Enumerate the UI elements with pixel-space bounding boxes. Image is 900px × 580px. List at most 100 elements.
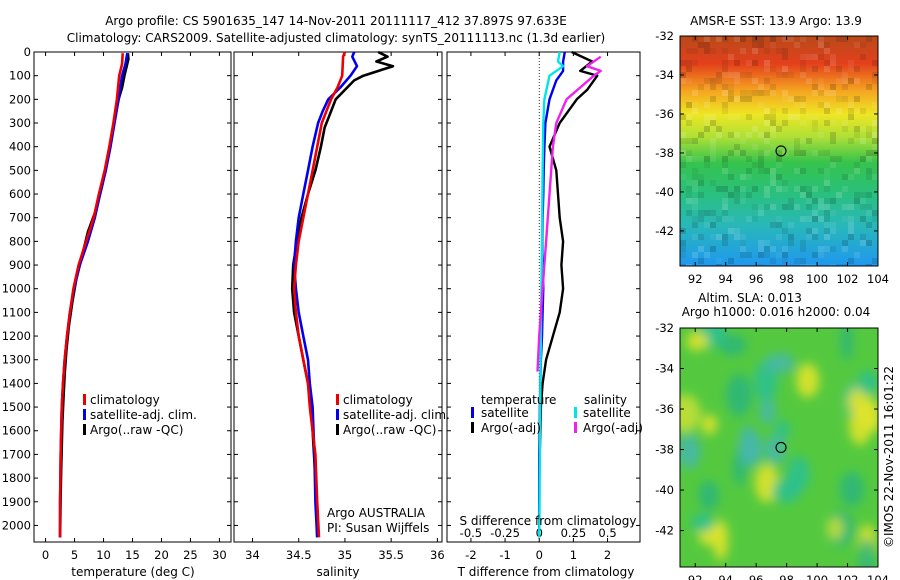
- sst-pixel: [872, 210, 878, 216]
- s-tick-label: 0.5: [598, 526, 616, 540]
- sst-pixel: [866, 264, 872, 266]
- sst-pixel: [836, 36, 842, 42]
- sst-pixel: [842, 186, 848, 192]
- sst-pixel: [872, 144, 878, 150]
- sst-pixel: [770, 66, 776, 72]
- sst-pixel: [800, 54, 806, 60]
- sst-pixel: [758, 246, 764, 252]
- sst-pixel: [800, 192, 806, 198]
- sst-pixel: [758, 42, 764, 48]
- sst-pixel: [758, 252, 764, 258]
- sst-pixel: [734, 144, 740, 150]
- sst-pixel: [824, 108, 830, 114]
- x-tick-label: 0: [42, 548, 49, 562]
- sst-pixel: [728, 132, 734, 138]
- legend-swatch-satellite: [83, 409, 86, 420]
- sst-pixel: [734, 114, 740, 120]
- difference-xlabel: T difference from climatology: [457, 565, 635, 579]
- sst-pixel: [740, 240, 746, 246]
- sst-pixel: [764, 186, 770, 192]
- sst-pixel: [830, 132, 836, 138]
- series-line-satellite-adj-clim-: [58, 52, 129, 538]
- sst-pixel: [842, 204, 848, 210]
- series-line-satellite: [538, 51, 565, 538]
- sst-pixel: [848, 66, 854, 72]
- sst-pixel: [842, 120, 848, 126]
- x-tick-label: -2: [465, 548, 476, 562]
- y-tick-label: 2000: [2, 518, 31, 532]
- y-tick-label: -32: [655, 29, 674, 43]
- sst-pixel: [848, 204, 854, 210]
- legend-title-temperature: temperature: [481, 393, 556, 407]
- sst-pixel: [818, 102, 824, 108]
- sst-pixel: [716, 78, 722, 84]
- sla-anomaly-blob: [698, 480, 720, 510]
- sst-pixel: [824, 120, 830, 126]
- sst-pixel: [722, 84, 728, 90]
- sst-pixel: [866, 168, 872, 174]
- sst-pixel: [818, 132, 824, 138]
- sst-pixel: [782, 54, 788, 60]
- sst-pixel: [866, 204, 872, 210]
- sst-pixel: [866, 174, 872, 180]
- sst-pixel: [782, 258, 788, 264]
- sst-pixel: [794, 96, 800, 102]
- y-tick-label: 700: [9, 211, 31, 225]
- sst-pixel: [698, 132, 704, 138]
- sst-pixel: [746, 90, 752, 96]
- sst-pixel: [872, 138, 878, 144]
- difference-legend: temperature salinity satellite Argo(-adj…: [471, 393, 643, 435]
- x-tick-label: 104: [867, 272, 889, 286]
- sst-pixel: [782, 228, 788, 234]
- sst-pixel: [752, 36, 758, 42]
- sst-pixel: [866, 222, 872, 228]
- sst-pixel: [734, 192, 740, 198]
- sst-pixel: [794, 150, 800, 156]
- sst-pixel: [698, 234, 704, 240]
- sst-pixel: [728, 150, 734, 156]
- salinity-xlabel: salinity: [316, 565, 359, 579]
- sst-pixel: [758, 132, 764, 138]
- sst-pixel: [770, 84, 776, 90]
- sst-pixel: [842, 246, 848, 252]
- sst-pixel: [860, 234, 866, 240]
- sst-pixel: [782, 96, 788, 102]
- x-tick-label: 5: [71, 548, 78, 562]
- temperature-axes: [33, 51, 232, 543]
- sst-pixel: [866, 132, 872, 138]
- sla-map-title-line-2: Argo h1000: 0.016 h2000: 0.04: [682, 305, 871, 319]
- sst-pixel: [776, 222, 782, 228]
- sst-pixel: [866, 36, 872, 42]
- sst-pixel: [710, 180, 716, 186]
- sst-pixel: [830, 246, 836, 252]
- sst-pixel: [872, 216, 878, 222]
- sst-pixel: [836, 156, 842, 162]
- x-tick-label: 10: [96, 548, 111, 562]
- y-tick-label: 1700: [2, 447, 31, 461]
- sst-pixel: [692, 138, 698, 144]
- sla-anomaly-blob: [775, 420, 791, 439]
- sst-map-title: AMSR-E SST: 13.9 Argo: 13.9: [690, 14, 862, 28]
- sst-pixel: [842, 126, 848, 132]
- legend-label: satellite: [481, 406, 529, 420]
- sla-anomaly-blob: [796, 363, 820, 398]
- sst-pixel: [806, 228, 812, 234]
- sst-pixel: [842, 240, 848, 246]
- sst-pixel: [746, 60, 752, 66]
- legend-swatch-argo: [336, 424, 339, 435]
- sst-pixel: [716, 126, 722, 132]
- sla-anomaly-blob: [840, 328, 853, 361]
- sst-pixel: [776, 162, 782, 168]
- sst-pixel: [734, 96, 740, 102]
- sst-heatmap: [680, 36, 878, 266]
- y-tick-label: 1600: [2, 424, 31, 438]
- x-tick-label: 92: [688, 272, 703, 286]
- sst-pixel: [704, 210, 710, 216]
- legend-swatch-argo: [83, 424, 86, 435]
- sst-pixel: [872, 60, 878, 66]
- sst-pixel: [854, 42, 860, 48]
- y-tick-label: -34: [655, 362, 674, 376]
- sst-pixel: [740, 186, 746, 192]
- sst-pixel: [740, 252, 746, 258]
- sst-pixel: [698, 192, 704, 198]
